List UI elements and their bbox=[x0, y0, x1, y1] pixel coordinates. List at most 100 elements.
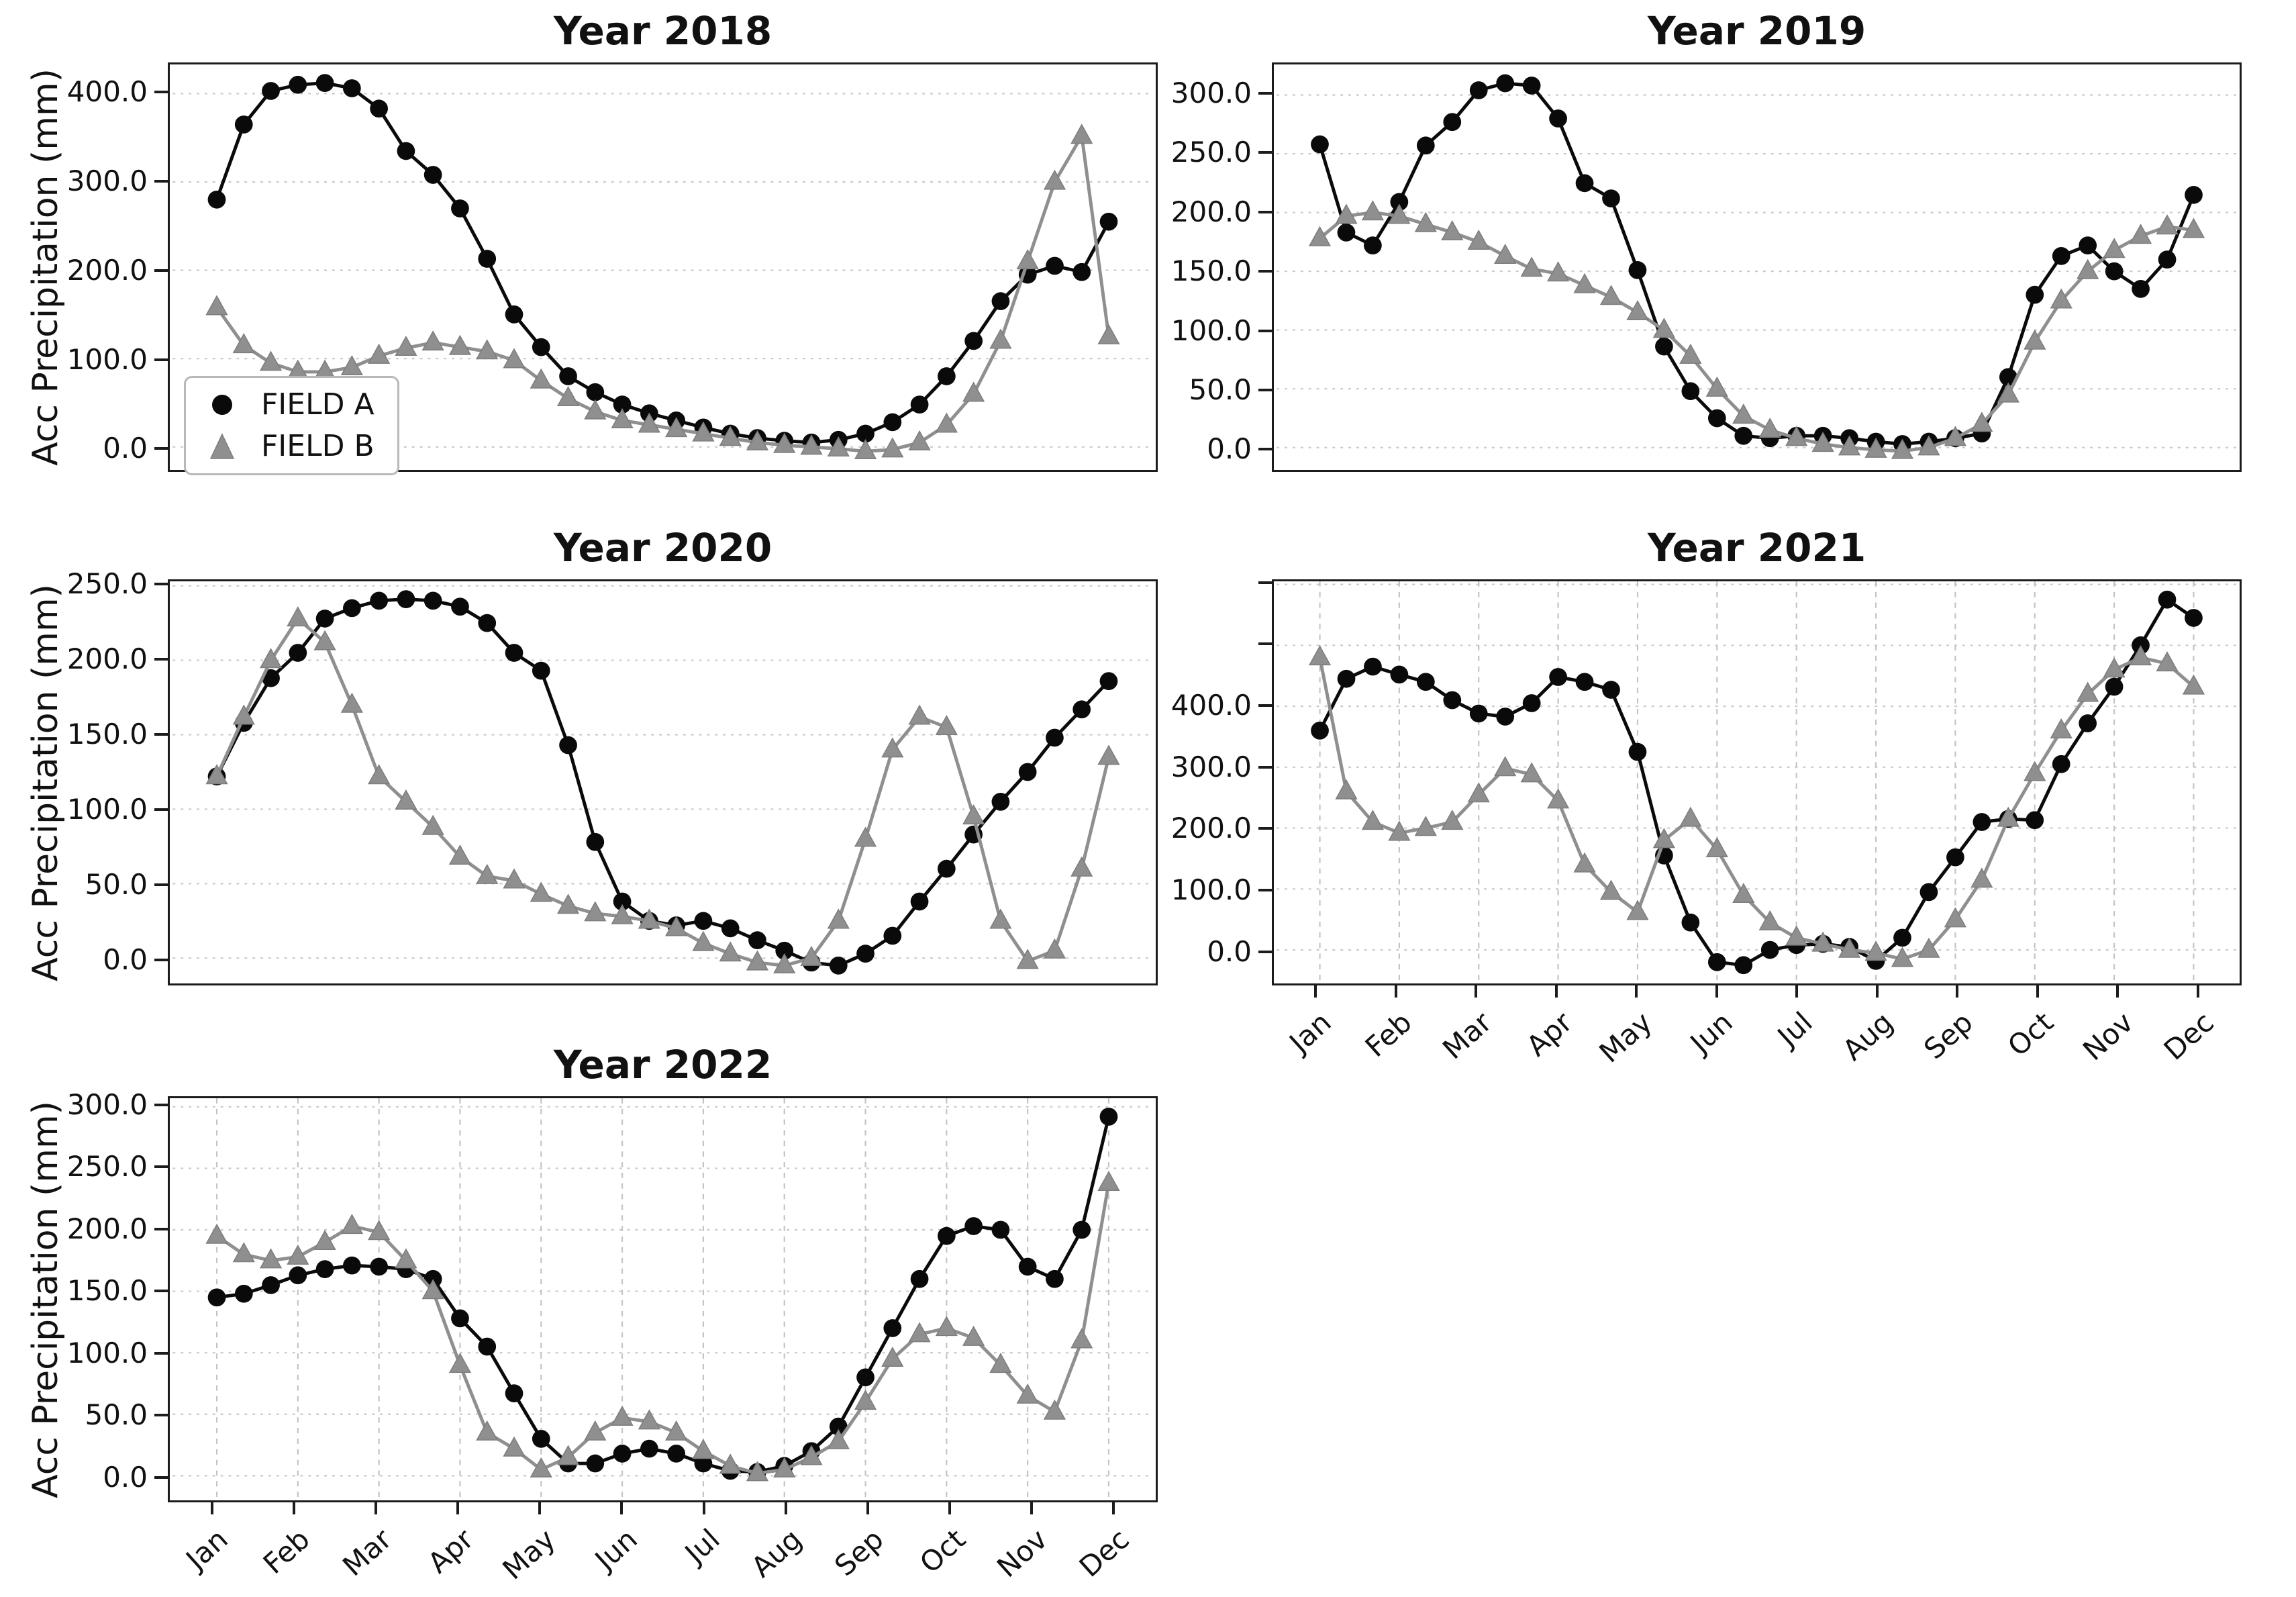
marker-triangle-icon bbox=[1361, 810, 1385, 830]
y-tick-mark bbox=[1258, 151, 1272, 154]
marker-triangle-icon bbox=[962, 381, 985, 402]
y-tick-label: 50.0 bbox=[1189, 373, 1252, 406]
marker-circle-icon bbox=[694, 912, 713, 930]
marker-triangle-icon bbox=[854, 438, 877, 460]
marker-circle-icon bbox=[423, 591, 442, 610]
marker-circle-icon bbox=[1390, 193, 1409, 211]
marker-triangle-icon bbox=[1097, 744, 1120, 765]
marker-circle-icon bbox=[451, 1309, 469, 1328]
marker-circle-icon bbox=[478, 1337, 497, 1356]
marker-triangle-icon bbox=[1467, 782, 1490, 803]
y-tick-label: 400.0 bbox=[66, 75, 148, 108]
y-tick-mark bbox=[1258, 581, 1272, 584]
marker-circle-icon bbox=[397, 142, 415, 160]
marker-circle-icon bbox=[2132, 280, 2150, 298]
panel-title-2018: Year 2018 bbox=[553, 8, 772, 54]
series-line-field-b bbox=[1318, 655, 2195, 961]
marker-triangle-icon bbox=[476, 339, 499, 360]
marker-circle-icon bbox=[234, 115, 253, 134]
x-tick-label-jan: Jan bbox=[180, 1522, 235, 1576]
marker-circle-icon bbox=[532, 661, 550, 680]
marker-circle-icon bbox=[1046, 256, 1064, 275]
marker-circle-icon bbox=[1522, 694, 1541, 712]
y-tick-mark bbox=[154, 657, 168, 661]
marker-circle-icon bbox=[1072, 262, 1091, 281]
marker-circle-icon bbox=[2026, 811, 2044, 830]
marker-circle-icon bbox=[2185, 609, 2203, 627]
marker-circle-icon bbox=[938, 367, 956, 385]
marker-triangle-icon bbox=[1838, 937, 1861, 958]
chart-svg bbox=[172, 585, 1153, 975]
marker-circle-icon bbox=[1973, 813, 1991, 831]
marker-circle-icon bbox=[1337, 669, 1356, 688]
marker-triangle-icon bbox=[313, 630, 336, 650]
marker-circle-icon bbox=[559, 736, 577, 755]
y-tick-mark bbox=[1258, 389, 1272, 391]
marker-triangle-icon bbox=[665, 417, 688, 438]
marker-triangle-icon bbox=[556, 893, 580, 914]
marker-triangle-icon bbox=[368, 764, 391, 785]
marker-triangle-icon bbox=[1388, 203, 1411, 224]
marker-triangle-icon bbox=[259, 350, 283, 371]
marker-triangle-icon bbox=[638, 1409, 660, 1430]
marker-triangle-icon bbox=[1361, 200, 1385, 221]
x-tick-label-dec: Dec bbox=[1072, 1522, 1136, 1584]
marker-circle-icon bbox=[613, 892, 632, 911]
marker-circle-icon bbox=[1496, 708, 1515, 726]
marker-triangle-icon bbox=[881, 1346, 904, 1367]
marker-circle-icon bbox=[586, 832, 605, 851]
y-tick-mark bbox=[1258, 91, 1272, 95]
marker-circle-icon bbox=[1549, 109, 1567, 128]
panel-title-2022: Year 2022 bbox=[553, 1042, 772, 1087]
marker-circle-icon bbox=[2052, 755, 2070, 773]
marker-triangle-icon bbox=[1626, 900, 1649, 920]
marker-circle-icon bbox=[262, 82, 280, 100]
marker-circle-icon bbox=[1443, 113, 1462, 132]
marker-triangle-icon bbox=[827, 908, 850, 929]
marker-triangle-icon bbox=[1043, 169, 1066, 190]
marker-circle-icon bbox=[1734, 956, 1753, 975]
marker-triangle-icon bbox=[908, 1322, 931, 1343]
y-tick-label: 200.0 bbox=[1170, 812, 1252, 845]
marker-circle-icon bbox=[1311, 721, 1329, 740]
series-line-field-a bbox=[215, 1115, 1111, 1474]
marker-triangle-icon bbox=[854, 1390, 877, 1410]
marker-triangle-icon bbox=[2103, 657, 2126, 678]
marker-circle-icon bbox=[964, 1217, 983, 1235]
x-tick-mark bbox=[1554, 985, 1558, 998]
marker-circle-icon bbox=[748, 931, 766, 950]
marker-triangle-icon bbox=[1679, 806, 1702, 827]
y-tick-mark bbox=[1258, 642, 1272, 646]
marker-triangle-icon bbox=[1944, 907, 1966, 928]
marker-triangle-icon bbox=[989, 328, 1012, 349]
marker-triangle-icon bbox=[232, 704, 255, 725]
x-tick-label-jun: Jun bbox=[589, 1522, 644, 1577]
marker-circle-icon bbox=[1443, 691, 1462, 710]
y-tick-mark bbox=[1258, 704, 1272, 707]
marker-circle-icon bbox=[1734, 426, 1753, 445]
legend-item-field-a: FIELD A bbox=[202, 387, 375, 422]
y-tick-mark bbox=[154, 90, 168, 93]
marker-triangle-icon bbox=[719, 1453, 742, 1474]
y-tick-label: 200.0 bbox=[66, 1212, 148, 1245]
y-tick-label: 400.0 bbox=[1170, 688, 1252, 722]
marker-circle-icon bbox=[1602, 681, 1620, 699]
marker-triangle-icon bbox=[881, 737, 904, 758]
marker-triangle-icon bbox=[1997, 806, 2019, 827]
marker-circle-icon bbox=[1575, 174, 1594, 193]
marker-circle-icon bbox=[856, 945, 875, 963]
y-tick-label: 0.0 bbox=[103, 1460, 148, 1494]
legend-box: FIELD A FIELD B bbox=[184, 375, 399, 475]
marker-triangle-icon bbox=[1335, 779, 1358, 800]
marker-triangle-icon bbox=[259, 648, 283, 669]
x-tick-mark bbox=[1475, 985, 1478, 998]
marker-triangle-icon bbox=[1811, 432, 1834, 452]
marker-circle-icon bbox=[451, 597, 469, 616]
marker-triangle-icon bbox=[1705, 376, 1728, 397]
x-tick-mark bbox=[948, 1502, 951, 1514]
marker-triangle-icon bbox=[1070, 856, 1093, 877]
marker-triangle-icon bbox=[935, 412, 958, 433]
marker-triangle-icon bbox=[989, 1353, 1012, 1373]
marker-circle-icon bbox=[370, 99, 388, 118]
